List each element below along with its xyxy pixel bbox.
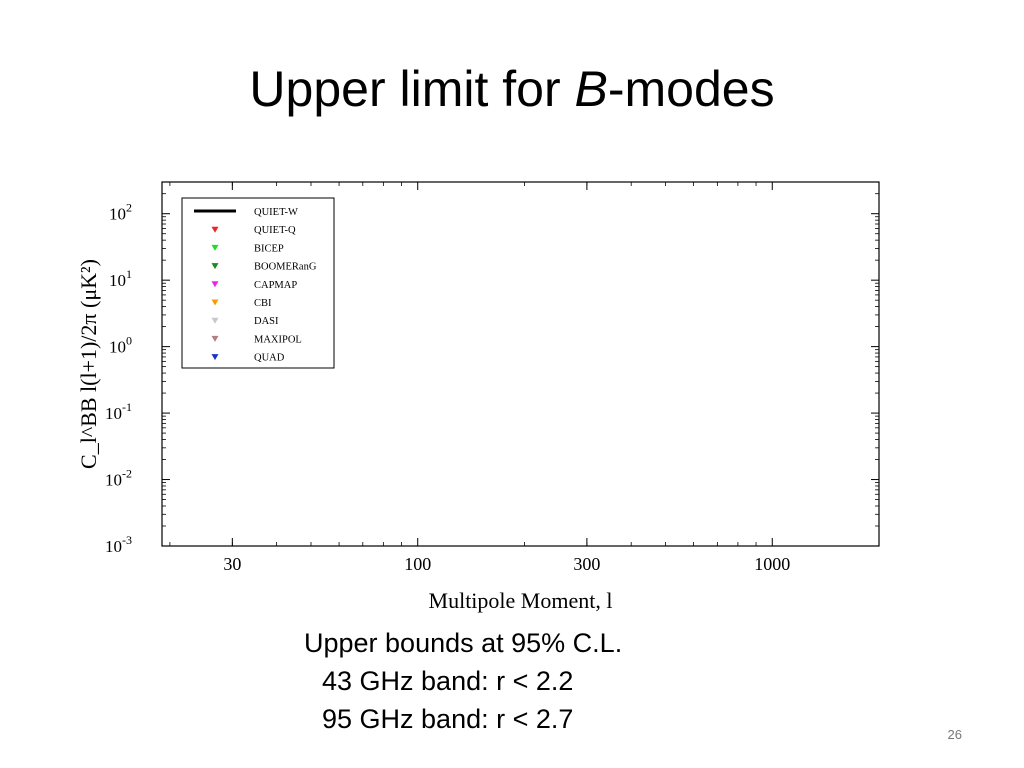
- bb-upper-limit-chart: Lensingr = 0.1 30100300100010-310-210-11…: [76, 181, 880, 613]
- y-tick-label-4: 101: [109, 267, 132, 290]
- legend-swatch-8: [211, 354, 219, 361]
- x-tick-label-2: 300: [573, 554, 600, 574]
- y-tick-label-5: 102: [109, 201, 132, 224]
- page-number: 26: [947, 727, 962, 742]
- x-tick-label-3: 1000: [754, 554, 790, 574]
- y-tick-label-3: 100: [109, 334, 132, 357]
- x-tick-label-1: 100: [404, 554, 431, 574]
- legend-label-7: MAXIPOL: [254, 334, 302, 345]
- legend-label-2: BICEP: [254, 243, 284, 254]
- legend-label-3: BOOMERanG: [254, 262, 317, 273]
- x-tick-label-0: 30: [223, 554, 241, 574]
- legend-swatch-6: [211, 317, 219, 324]
- legend-swatch-1: [211, 226, 219, 233]
- title-main: Upper limit for: [249, 61, 575, 117]
- y-tick-label-2: 10-1: [105, 400, 132, 423]
- legend-swatch-3: [211, 263, 219, 270]
- legend-label-5: CBI: [254, 298, 272, 309]
- slide-title: Upper limit for B-modes: [0, 62, 1024, 117]
- title-italic: B: [574, 61, 608, 117]
- legend-swatch-5: [211, 299, 219, 306]
- caption: Upper bounds at 95% C.L. 43 GHz band: r …: [260, 624, 750, 738]
- legend-swatch-2: [211, 244, 219, 251]
- legend-label-1: QUIET-Q: [254, 225, 296, 236]
- caption-line-95ghz: 95 GHz band: r < 2.7: [322, 704, 574, 734]
- y-axis-label: C_l^BB l(l+1)/2π (μK²): [76, 259, 101, 469]
- y-tick-label-1: 10-2: [105, 467, 132, 490]
- y-tick-label-0: 10-3: [105, 533, 132, 556]
- legend-swatch-7: [211, 335, 219, 342]
- title-tail: -modes: [607, 61, 775, 117]
- legend-label-4: CAPMAP: [254, 280, 297, 291]
- caption-line-confidence: Upper bounds at 95% C.L.: [304, 628, 623, 658]
- x-axis-label: Multipole Moment, l: [429, 588, 613, 613]
- legend-label-0: QUIET-W: [254, 207, 298, 218]
- legend-swatch-4: [211, 281, 219, 288]
- legend-box: [181, 197, 335, 369]
- legend-label-6: DASI: [254, 316, 279, 327]
- legend-label-8: QUAD: [254, 353, 285, 364]
- caption-line-43ghz: 43 GHz band: r < 2.2: [322, 666, 574, 696]
